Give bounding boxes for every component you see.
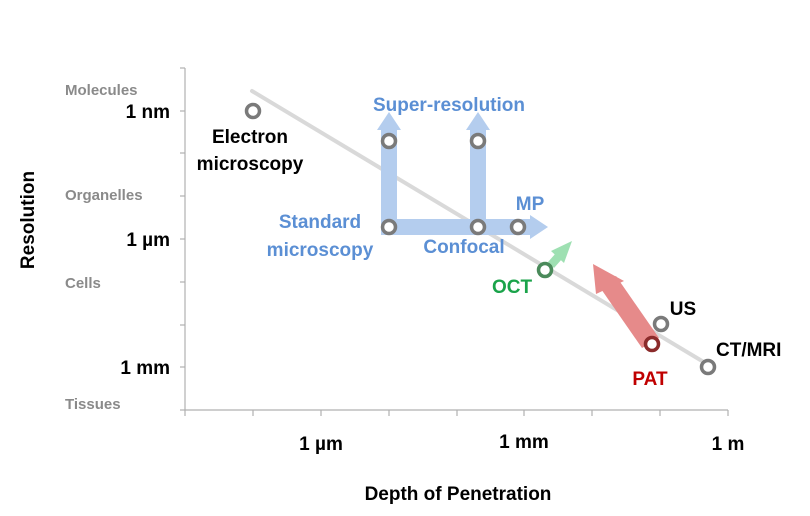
x-tick-marks: [184, 410, 729, 416]
markers: [244, 102, 717, 376]
pat-label: PAT: [632, 369, 668, 390]
y-axis-title: Resolution: [18, 171, 39, 269]
category-cells: Cells: [65, 275, 101, 292]
ct-mri-marker: [699, 358, 717, 376]
us-marker: [652, 315, 670, 333]
x-tick-1mm: 1 mm: [499, 432, 549, 453]
super-resolution-right-marker: [469, 132, 487, 150]
standard-super-arrow-shaft: [381, 128, 397, 235]
x-axis-title: Depth of Penetration: [365, 484, 552, 505]
oct-arrow: [548, 241, 572, 268]
y-tick-1um: 1 µm: [126, 230, 170, 251]
confocal-marker: [469, 218, 487, 236]
pat-arrow: [593, 264, 659, 348]
standard-microscopy-marker: [380, 218, 398, 236]
mp-marker: [509, 218, 527, 236]
mp-label: MP: [516, 194, 545, 215]
electron-microscopy-label-line1: Electron: [212, 127, 288, 148]
y-tick-1mm: 1 mm: [120, 358, 170, 379]
confocal-super-arrow-shaft: [470, 128, 486, 235]
microscopy-arrows: [377, 112, 548, 239]
x-tick-1um: 1 µm: [299, 434, 343, 455]
ct-mri-label: CT/MRI: [716, 340, 781, 361]
super-resolution-label: Super-resolution: [373, 95, 525, 116]
super-resolution-left-marker: [380, 132, 398, 150]
confocal-super-arrow-head: [466, 112, 490, 130]
y-tick-1nm: 1 nm: [126, 102, 170, 123]
electron-microscopy-marker: [244, 102, 262, 120]
oct-label: OCT: [492, 277, 533, 298]
x-tick-1m: 1 m: [712, 434, 745, 455]
pat-marker: [643, 335, 661, 353]
standard-super-arrow-head: [377, 112, 401, 130]
confocal-label: Confocal: [423, 237, 504, 258]
axes: [180, 67, 729, 416]
y-tick-marks: [180, 67, 185, 411]
category-tissues: Tissues: [65, 396, 121, 413]
depth-arrow-shaft: [381, 219, 531, 235]
category-organelles: Organelles: [65, 187, 143, 204]
standard-microscopy-label-line2: microscopy: [267, 240, 374, 261]
electron-microscopy-label-line2: microscopy: [197, 154, 304, 175]
category-molecules: Molecules: [65, 82, 138, 99]
us-label: US: [670, 299, 696, 320]
standard-microscopy-label-line1: Standard: [279, 212, 361, 233]
oct-marker: [536, 261, 554, 279]
depth-arrow-head: [530, 215, 548, 239]
